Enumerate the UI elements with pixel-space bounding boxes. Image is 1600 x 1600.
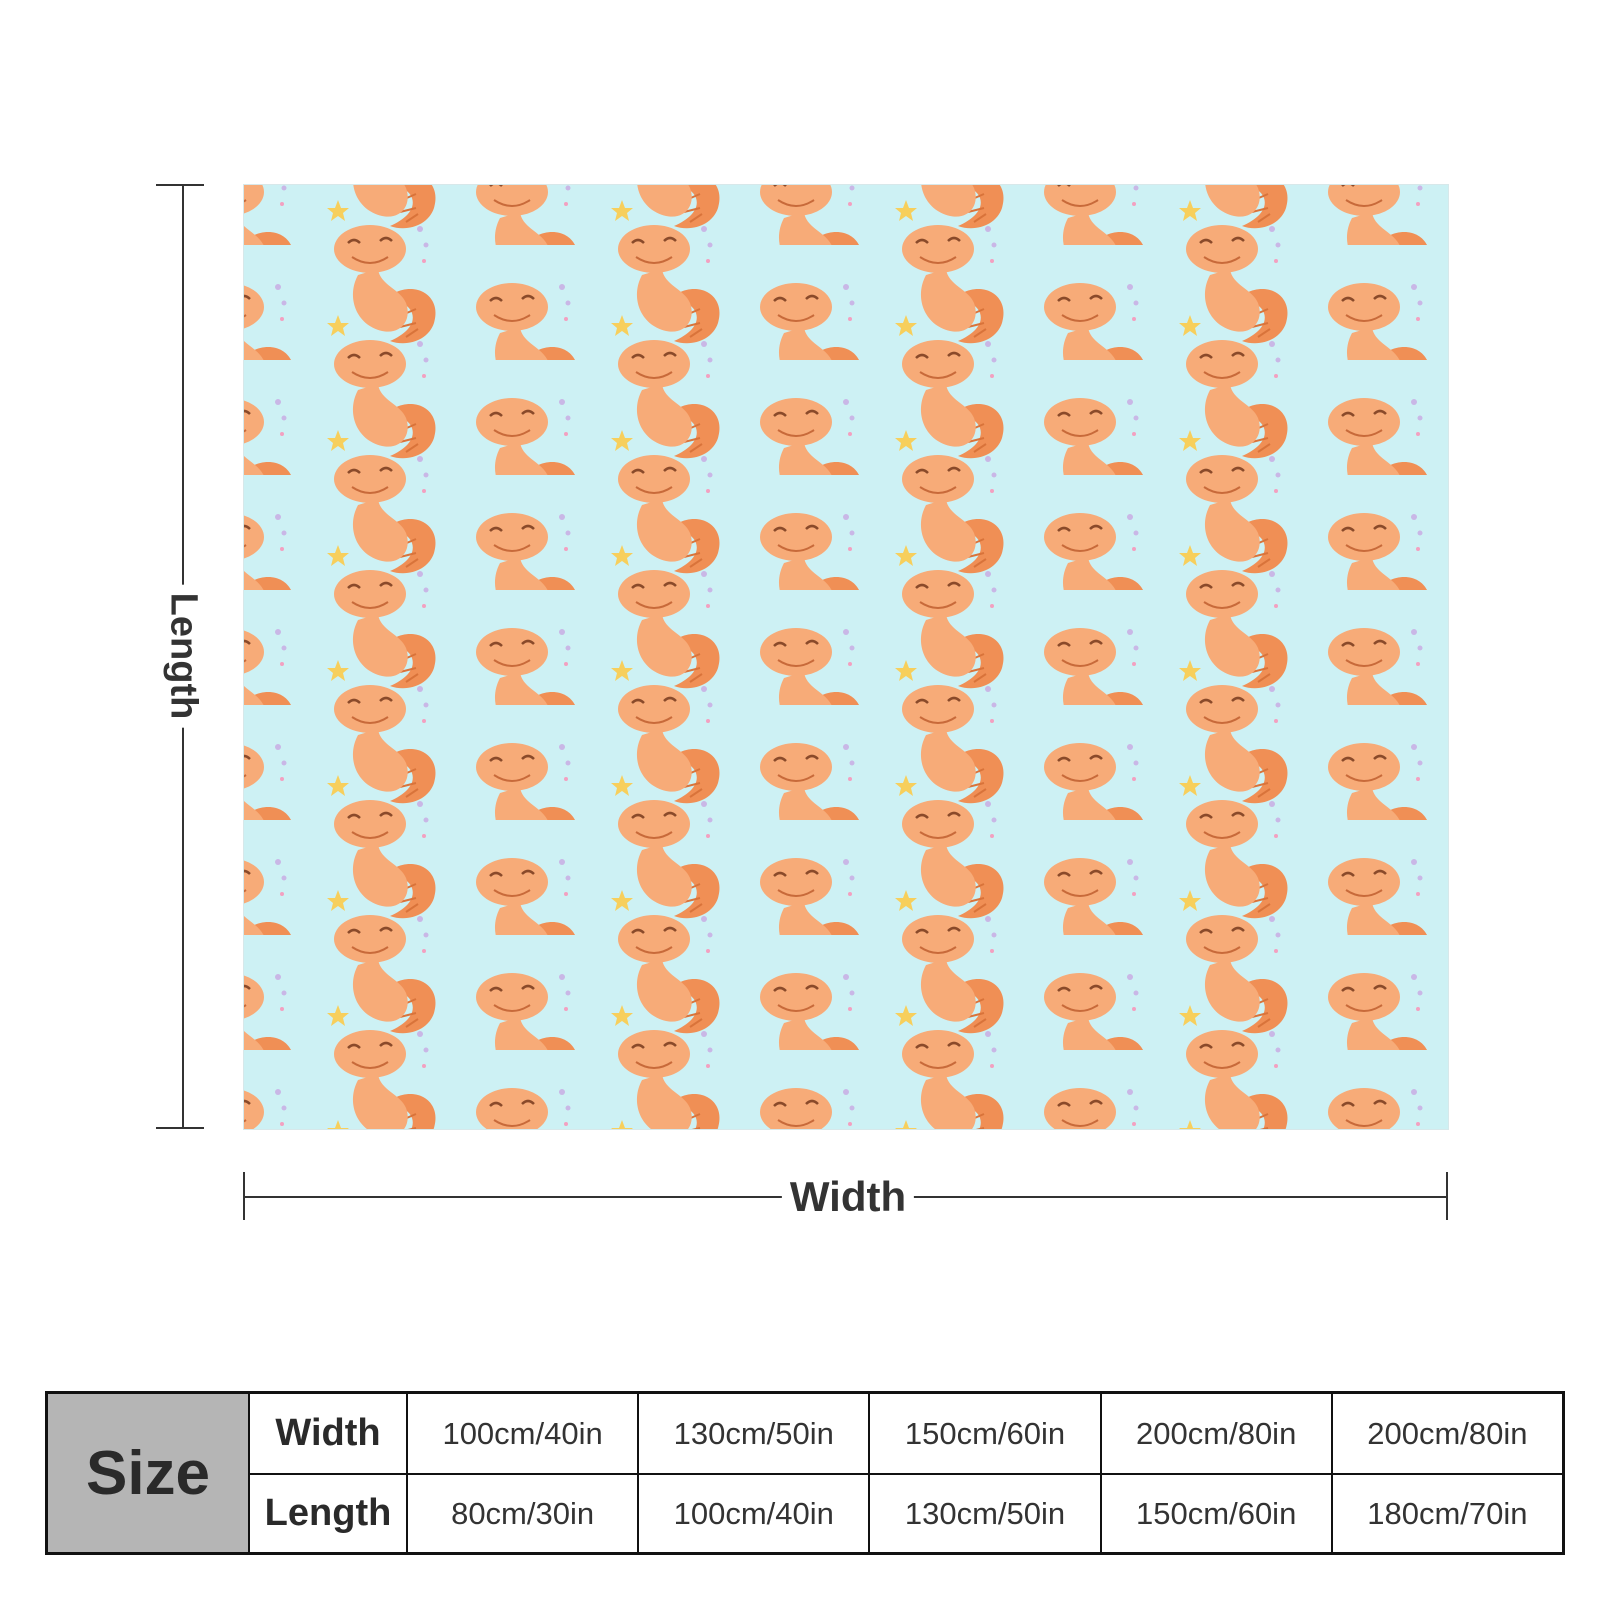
width-row-label: Width	[248, 1394, 406, 1473]
length-cell: 150cm/60in	[1099, 1473, 1331, 1552]
length-cell: 130cm/50in	[868, 1473, 1100, 1552]
width-cell: 130cm/50in	[637, 1394, 868, 1473]
length-cell: 100cm/40in	[637, 1473, 869, 1552]
length-dimension-bottom-cap	[156, 1127, 204, 1129]
width-dimension-right-cap	[1446, 1172, 1448, 1220]
size-table: Size Width 100cm/40in 130cm/50in 150cm/6…	[45, 1391, 1565, 1555]
length-cell: 180cm/70in	[1330, 1473, 1562, 1552]
blanket-preview	[243, 184, 1449, 1130]
length-dimension-label: Length	[161, 584, 205, 728]
width-cell: 200cm/80in	[1330, 1394, 1562, 1473]
size-header: Size	[48, 1394, 248, 1552]
length-row-label: Length	[248, 1473, 406, 1552]
length-cell: 80cm/30in	[406, 1473, 638, 1552]
length-dimension-top-cap	[156, 184, 204, 186]
width-dimension-label: Width	[781, 1173, 915, 1221]
width-cell: 200cm/80in	[1099, 1394, 1331, 1473]
gecko-pattern	[244, 185, 1448, 1129]
width-cell: 150cm/60in	[868, 1394, 1099, 1473]
width-cell: 100cm/40in	[406, 1394, 637, 1473]
